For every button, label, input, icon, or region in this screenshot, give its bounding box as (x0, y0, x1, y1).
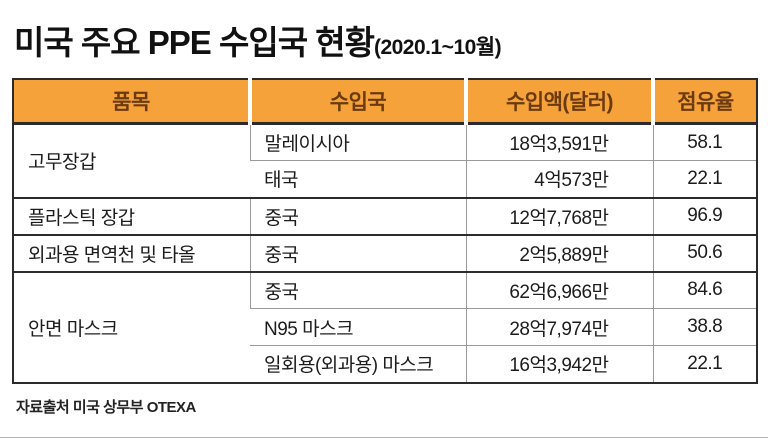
table-row: 일회용(외과용) 마스크 16억3,942만 22.1 (13, 345, 757, 383)
title-main: 미국 주요 PPE 수입국 현황 (14, 24, 375, 61)
country-cell: 중국 (249, 233, 466, 272)
country-cell: 태국 (250, 160, 466, 198)
header-row: 품목 수입국 수입액(달러) 점유율 (13, 79, 757, 125)
ppe-import-table: 품목 수입국 수입액(달러) 점유율 고무장갑 말레이시아 18억3,591만 … (12, 78, 758, 384)
amount-cell: 2억5,889만 (465, 233, 653, 272)
column-header-country: 수입국 (248, 79, 466, 125)
table-row: 플라스틱 장갑 중국 12억7,768만 96.9 (13, 196, 757, 235)
item-cell: 플라스틱 장갑 (13, 196, 250, 235)
amount-cell: 18억3,591만 (465, 122, 653, 161)
column-header-amount: 수입액(달러) (464, 79, 653, 125)
page-title: 미국 주요 PPE 수입국 현황 (2020.1~10월) (14, 16, 756, 64)
country-cell: 말레이시아 (249, 122, 466, 161)
item-cell: 외과용 면역천 및 타올 (13, 233, 250, 272)
column-header-share: 점유율 (651, 79, 757, 125)
amount-cell: 4억573만 (465, 160, 653, 198)
bottom-divider (0, 437, 768, 438)
item-cell: 안면 마스크 (13, 270, 250, 383)
column-header-item: 품목 (13, 79, 250, 125)
data-source-note: 자료출처 미국 상무부 OTEXA (16, 398, 196, 416)
table-row: 고무장갑 말레이시아 18억3,591만 58.1 (13, 122, 757, 198)
table-row: 안면 마스크 중국 62억6,966만 84.6 (13, 270, 757, 383)
country-cell: 중국 (249, 270, 466, 309)
share-cell: 84.6 (652, 270, 757, 309)
table-row: 외과용 면역천 및 타올 중국 2억5,889만 50.6 (13, 233, 757, 272)
title-period: (2020.1~10월) (373, 36, 502, 59)
share-cell: 22.1 (652, 160, 757, 198)
item-cell: 고무장갑 (13, 122, 250, 198)
amount-cell: 28억7,974만 (465, 308, 653, 346)
country-cell: 중국 (249, 196, 466, 235)
table-row: N95 마스크 28억7,974만 38.8 (13, 308, 757, 346)
country-cell: 일회용(외과용) 마스크 (250, 345, 466, 383)
amount-cell: 12억7,768만 (465, 196, 653, 235)
amount-cell: 16억3,942만 (465, 345, 653, 383)
share-cell: 96.9 (652, 196, 757, 235)
amount-cell: 62억6,966만 (465, 270, 653, 309)
country-cell: N95 마스크 (250, 308, 466, 346)
share-cell: 58.1 (652, 122, 757, 161)
share-cell: 38.8 (652, 308, 757, 346)
share-cell: 22.1 (652, 345, 757, 383)
table-row: 태국 4억573만 22.1 (13, 160, 757, 198)
share-cell: 50.6 (652, 233, 757, 272)
